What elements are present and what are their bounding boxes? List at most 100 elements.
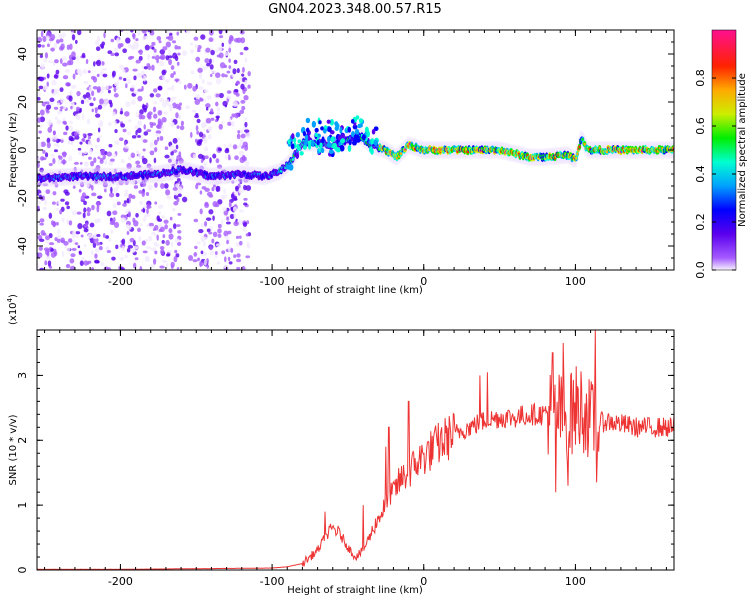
- heatmap-cell: [215, 180, 219, 186]
- heatmap-cell: [247, 84, 251, 89]
- heatmap-cell: [83, 200, 87, 206]
- heatmap-cell: [109, 221, 114, 225]
- heatmap-cell: [161, 117, 167, 123]
- heatmap-cell: [151, 64, 155, 71]
- heatmap-cell: [109, 158, 115, 162]
- colorbar: 0.0 0.2 0.4 0.6 0.8 Normalized spectral ampl…: [694, 29, 748, 279]
- heatmap-cell: [166, 195, 172, 200]
- heatmap-cell: [130, 44, 136, 51]
- heatmap-cell: [192, 154, 197, 159]
- heatmap-cell: [87, 132, 93, 136]
- x-tick-label: -200: [108, 275, 133, 288]
- heatmap-cell: [318, 120, 322, 125]
- heatmap-cell: [57, 228, 61, 234]
- heatmap-cell: [206, 95, 212, 100]
- heatmap-cell: [134, 125, 139, 130]
- heatmap-cell: [139, 200, 144, 205]
- heatmap-cell: [218, 92, 224, 99]
- heatmap-cell: [137, 120, 143, 126]
- heatmap-cell: [156, 136, 160, 142]
- heatmap-cell: [53, 42, 58, 49]
- heatmap-cell: [83, 224, 88, 228]
- heatmap-cell: [60, 198, 65, 202]
- heatmap-cell: [130, 247, 136, 253]
- heatmap-cell: [207, 126, 213, 132]
- snr-y-scale: (x104): [6, 294, 19, 325]
- heatmap-cell: [97, 127, 101, 133]
- heatmap-cell: [195, 125, 199, 132]
- heatmap-cell: [229, 34, 234, 41]
- heatmap-cell: [370, 138, 375, 145]
- heatmap-cell: [75, 55, 80, 61]
- heatmap-cell: [112, 111, 116, 117]
- heatmap-cell: [238, 235, 242, 239]
- heatmap-cell: [195, 183, 199, 190]
- heatmap-cell: [116, 183, 120, 190]
- heatmap-cell: [72, 230, 76, 237]
- heatmap-cell: [228, 201, 232, 208]
- heatmap-cell: [38, 85, 44, 90]
- heatmap-cell: [214, 251, 218, 255]
- heatmap-cell: [295, 152, 300, 159]
- heatmap-cell: [329, 118, 334, 126]
- heatmap-cell: [196, 130, 200, 135]
- heatmap-cell: [71, 84, 77, 89]
- heatmap-cell: [193, 218, 199, 223]
- heatmap-cell: [151, 231, 156, 236]
- heatmap-cell: [178, 151, 182, 158]
- heatmap-cell: [133, 40, 138, 46]
- heatmap-cell: [42, 232, 47, 236]
- heatmap-cell: [40, 141, 46, 147]
- heatmap-cell: [153, 157, 157, 164]
- heatmap-cell: [147, 114, 152, 120]
- heatmap-cell: [89, 222, 95, 228]
- heatmap-cell: [162, 234, 166, 239]
- heatmap-cell: [74, 39, 78, 44]
- heatmap-cell: [314, 127, 319, 133]
- heatmap-cell: [83, 80, 89, 85]
- heatmap-cell: [87, 206, 90, 212]
- heatmap-cell: [114, 140, 120, 145]
- snr-y-label: SNR (10 * v/v): [8, 414, 19, 485]
- heatmap-cell: [143, 205, 147, 209]
- heatmap-cell: [185, 30, 191, 34]
- heatmap-cell: [203, 259, 207, 266]
- heatmap-cell: [236, 258, 242, 263]
- heatmap-cell: [235, 186, 239, 192]
- heatmap-cell: [214, 202, 220, 208]
- heatmap-cell: [150, 247, 153, 251]
- heatmap-cell: [74, 242, 79, 246]
- heatmap-cell: [71, 210, 77, 216]
- heatmap-cell: [92, 76, 98, 83]
- heatmap-cell: [38, 246, 43, 251]
- heatmap-cell: [305, 127, 310, 133]
- heatmap-cell: [157, 85, 163, 91]
- heatmap-cell: [108, 238, 112, 243]
- heatmap-cell: [193, 251, 198, 257]
- heatmap-cell: [57, 200, 61, 205]
- heatmap-cell: [339, 126, 343, 134]
- heatmap-cell: [156, 234, 159, 241]
- heatmap-cell: [81, 152, 85, 157]
- heatmap-cell: [169, 177, 173, 182]
- heatmap-cell: [141, 191, 145, 197]
- heatmap-cell: [205, 117, 212, 124]
- heatmap-cell: [234, 155, 239, 161]
- heatmap-cell: [106, 151, 113, 157]
- heatmap-cell: [86, 182, 90, 189]
- heatmap-cell: [95, 46, 101, 51]
- heatmap-cell: [47, 260, 52, 267]
- heatmap-cell: [168, 58, 173, 66]
- heatmap-cell: [47, 119, 53, 126]
- heatmap-cell: [170, 73, 175, 79]
- heatmap-cell: [138, 236, 142, 242]
- heatmap-cell: [80, 234, 84, 238]
- heatmap-cell: [125, 37, 131, 44]
- heatmap-cell: [352, 124, 358, 130]
- heatmap-cell: [161, 69, 166, 76]
- heatmap-cell: [194, 44, 199, 49]
- heatmap-cell: [130, 179, 136, 185]
- heatmap-cell: [358, 118, 364, 124]
- heatmap-cell: [136, 150, 140, 154]
- heatmap-cell: [126, 162, 132, 170]
